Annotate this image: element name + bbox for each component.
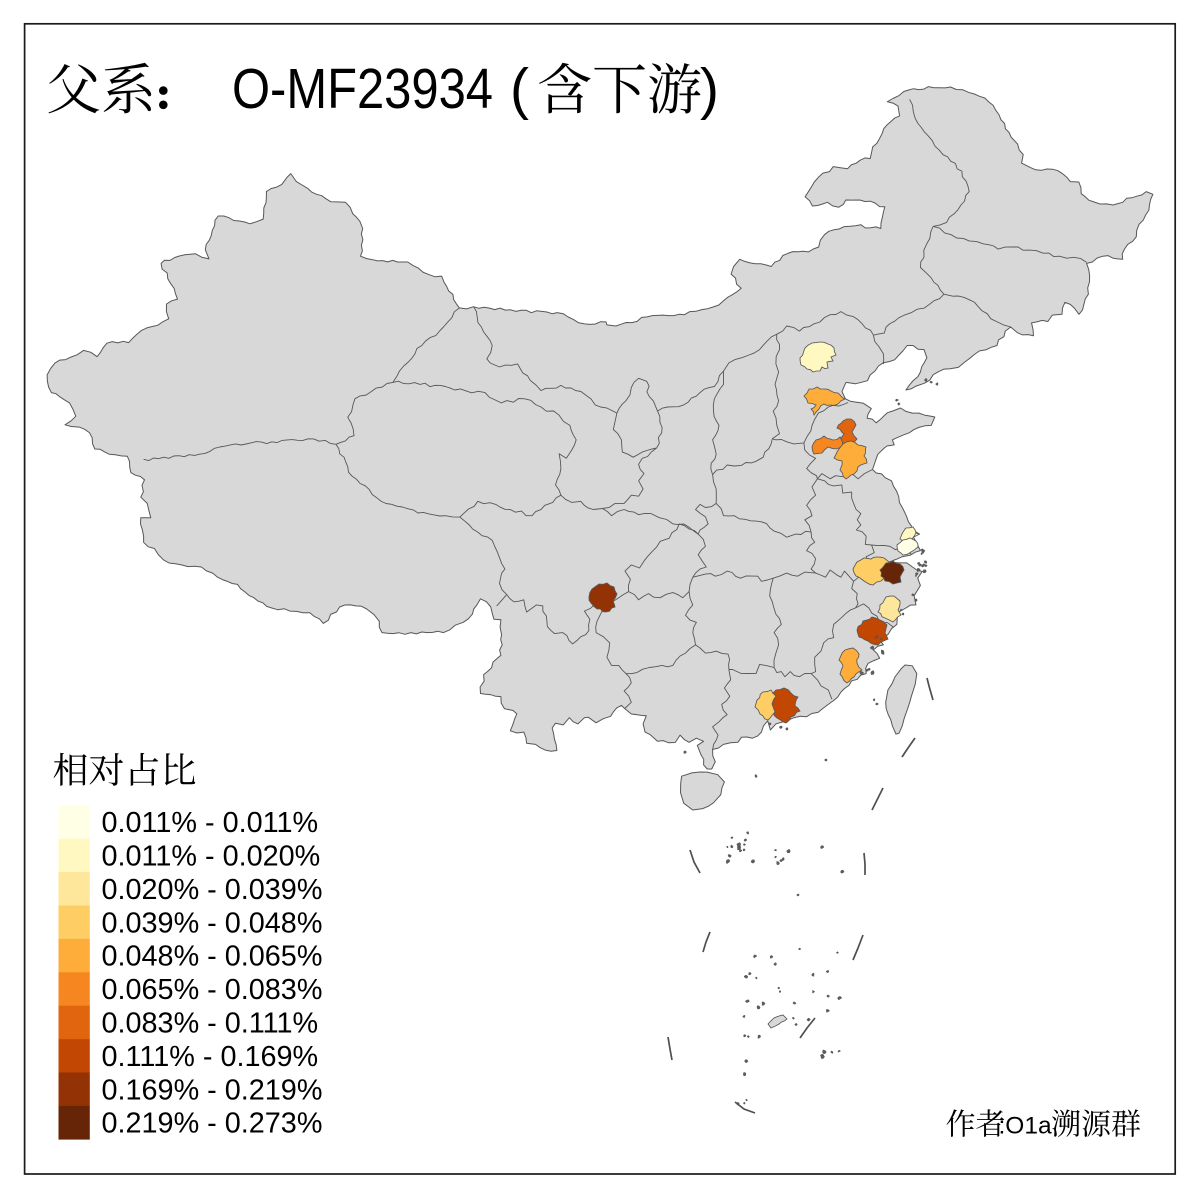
svg-text:0.169% - 0.219%: 0.169% - 0.219% [102,1074,323,1106]
svg-text:0.039% - 0.048%: 0.039% - 0.048% [102,907,323,939]
svg-text:0.065% - 0.083%: 0.065% - 0.083% [102,974,323,1006]
svg-text:0.083% - 0.111%: 0.083% - 0.111% [102,1008,319,1040]
svg-text:0.111% - 0.169%: 0.111% - 0.169% [102,1041,319,1073]
svg-text:0.048% - 0.065%: 0.048% - 0.065% [102,941,323,973]
svg-text:O-MF23934: O-MF23934 [232,57,493,121]
svg-text:0.011% - 0.011%: 0.011% - 0.011% [102,807,319,839]
svg-text:0.219% - 0.273%: 0.219% - 0.273% [102,1108,323,1140]
svg-text:0.011% - 0.020%: 0.011% - 0.020% [102,841,321,873]
svg-text:(: ( [510,57,529,121]
svg-text:0.020% - 0.039%: 0.020% - 0.039% [102,874,323,906]
svg-text::O1a: :O1a [999,1113,1052,1140]
svg-text:): ) [700,57,719,121]
